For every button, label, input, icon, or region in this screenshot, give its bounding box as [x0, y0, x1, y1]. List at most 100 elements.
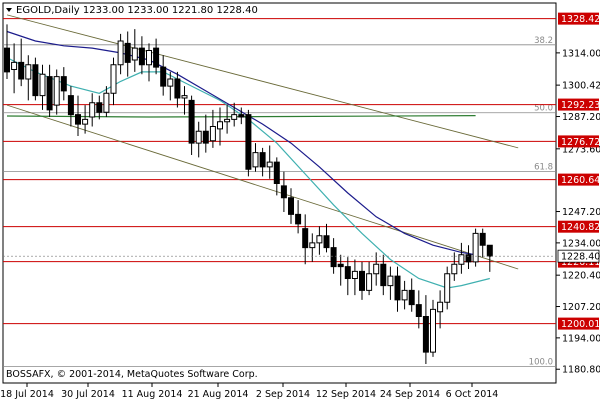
level-label-bg-1: [558, 98, 599, 111]
fib-label-3: 100.0: [529, 358, 553, 368]
candle-body-16: [117, 40, 124, 66]
candle-body-41: [295, 213, 302, 225]
candle-body-0: [4, 47, 10, 73]
candle-body-66: [472, 232, 479, 263]
candle-body-12: [89, 102, 96, 118]
candle-body-8: [60, 76, 67, 92]
candle-body-18: [131, 47, 138, 61]
candle-body-1: [11, 61, 18, 70]
candle-body-59: [422, 316, 429, 353]
level-labels-layer: 1328.42 1292.23 1276.72 1260.64 1240.82 1226.…: [3, 12, 600, 330]
candles-layer: [4, 24, 493, 364]
candle-body-35: [252, 152, 259, 168]
candle-body-60: [430, 308, 436, 353]
symbol-ohlc-text: EGOLD,Daily 1233.00 1233.00 1221.80 1228…: [16, 5, 258, 16]
candle-body-13: [96, 102, 103, 113]
candle-body-20: [146, 50, 152, 66]
candle-body-53: [380, 263, 387, 287]
candle-body-38: [273, 161, 280, 184]
candle-body-55: [394, 275, 401, 301]
y-tick-label-11: 1207.20: [562, 302, 600, 313]
candle-body-5: [39, 73, 46, 97]
current-price-label: 1228.40: [561, 252, 600, 263]
candle-body-45: [323, 235, 330, 249]
candle-body-25: [181, 95, 188, 99]
level-label-bg-2: [558, 135, 599, 148]
candle-body-49: [351, 270, 358, 279]
candle-body-26: [188, 99, 195, 144]
candle-body-29: [209, 126, 216, 142]
x-tick-label-2: 11 Aug 2014: [122, 389, 183, 400]
candle-body-6: [46, 76, 53, 111]
candle-body-61: [437, 301, 444, 313]
y-tick-label-1: 1314.00: [562, 48, 600, 59]
candle-body-7: [53, 76, 60, 106]
level-label-bg-4: [558, 220, 599, 233]
trend-channel-layer: [6, 14, 519, 270]
level-label-bg-0: [558, 12, 599, 25]
level-label-2: 1276.72: [561, 137, 600, 148]
candle-body-52: [373, 263, 380, 275]
candle-body-51: [366, 273, 373, 291]
candle-body-28: [202, 130, 209, 144]
candle-body-58: [415, 304, 422, 317]
level-label-5: 1226.11: [561, 257, 600, 268]
candle-body-11: [82, 118, 89, 125]
candle-body-56: [401, 289, 408, 301]
channel-line-1: [6, 104, 519, 270]
price-axis-ticks: 1314.00 1300.42 1287.20 1273.60 1247.20 1234.…: [556, 48, 600, 376]
level-label-1: 1292.23: [561, 100, 600, 111]
candle-body-27: [195, 130, 202, 144]
y-tick-label-6: 1247.20: [562, 207, 600, 218]
candle-body-33: [238, 114, 245, 118]
fib-label-2: 61.8: [534, 163, 553, 173]
candle-body-37: [266, 161, 273, 168]
candle-body-44: [316, 235, 323, 244]
candle-body-30: [217, 121, 223, 130]
candle-body-67: [479, 232, 486, 246]
x-tick-label-4: 2 Sep 2014: [256, 389, 310, 400]
y-tick-label-12: 1194.00: [562, 333, 600, 344]
candle-body-54: [387, 275, 394, 287]
level-label-3: 1260.64: [561, 175, 600, 186]
candle-body-22: [160, 66, 167, 87]
candle-body-62: [444, 273, 451, 303]
candle-body-2: [18, 61, 25, 80]
triangle-down-icon[interactable]: [6, 8, 12, 12]
current-price-label-bg: [557, 249, 600, 263]
candle-body-10: [75, 114, 81, 125]
y-tick-label-10: 1220.40: [562, 271, 600, 282]
copyright-text: BOSSAFX, © 2001-2014, MetaQuotes Softwar…: [6, 369, 258, 380]
x-tick-label-1: 30 Jul 2014: [61, 389, 115, 400]
y-tick-label-2: 1300.42: [562, 81, 600, 92]
candle-body-34: [245, 114, 252, 170]
candle-body-15: [110, 64, 117, 94]
candle-body-40: [288, 197, 294, 215]
candle-body-43: [309, 242, 316, 249]
candle-body-39: [280, 185, 287, 199]
y-tick-label-7: 1234.00: [562, 238, 600, 249]
candle-body-32: [231, 114, 238, 120]
x-tick-label-0: 18 Jul 2014: [0, 389, 54, 400]
candle-body-23: [167, 78, 174, 87]
candle-body-46: [330, 247, 337, 268]
candle-body-64: [458, 254, 465, 265]
channel-line-0: [6, 14, 519, 149]
candle-body-14: [103, 92, 110, 113]
candle-body-50: [359, 270, 365, 291]
plot-frame: [2, 2, 557, 384]
level-label-0: 1328.42: [561, 14, 600, 25]
level-label-6: 1200.01: [561, 319, 600, 330]
candle-body-19: [138, 47, 145, 66]
symbol-header[interactable]: EGOLD,Daily 1233.00 1233.00 1221.80 1228…: [6, 5, 258, 16]
candle-body-4: [32, 64, 39, 97]
level-label-bg-6: [558, 317, 599, 330]
candle-body-24: [174, 78, 181, 99]
candle-body-65: [465, 254, 472, 263]
candle-body-48: [344, 266, 351, 279]
candle-body-42: [302, 228, 309, 249]
candle-body-57: [408, 289, 415, 306]
time-axis-ticks: 18 Jul 2014 30 Jul 2014 11 Aug 2014 21 Aug …: [0, 383, 498, 400]
fib-label-0: 38.2: [534, 36, 553, 46]
